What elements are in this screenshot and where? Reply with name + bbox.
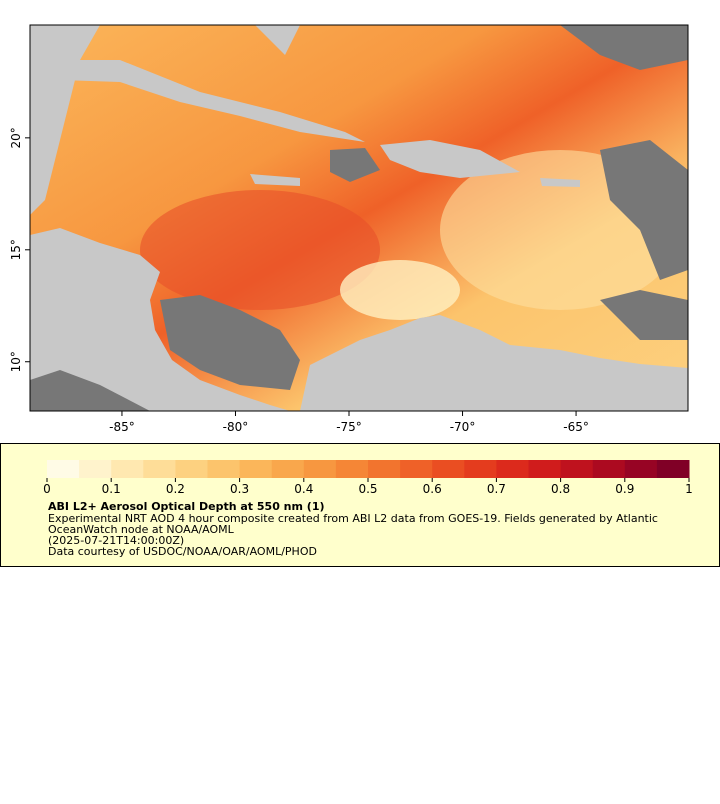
colorbar-step [47,460,80,478]
map-frame [29,24,689,412]
colorbar-step [79,460,112,478]
colorbar-tick-label: 0.8 [551,482,570,496]
colorbar-step [464,460,497,478]
legend-line: OceanWatch node at NOAA/AOML [48,523,235,536]
colorbar-tick-label: 1 [685,482,693,496]
colorbar-tick-label: 0.1 [102,482,121,496]
y-tick-label: 20° [9,127,23,148]
colorbar-step [496,460,529,478]
colorbar-step [368,460,401,478]
colorbar-tick-label: 0.4 [294,482,313,496]
y-tick-label: 10° [9,351,23,372]
colorbar-tick-label: 0.5 [358,482,377,496]
x-tick-label: -85° [109,420,135,434]
x-tick-label: -70° [450,420,476,434]
colorbar-step [592,460,626,478]
colorbar-step [656,460,690,478]
colorbar-tick-label: 0.3 [230,482,249,496]
x-tick-label: -75° [336,420,362,434]
colorbar-step [175,460,208,478]
x-tick-label: -80° [223,420,249,434]
legend-line: Data courtesy of USDOC/NOAA/OAR/AOML/PHO… [48,545,317,558]
colorbar-step [528,460,562,478]
colorbar-step [432,460,465,478]
colorbar-step [560,460,594,478]
legend-title: ABI L2+ Aerosol Optical Depth at 550 nm … [48,500,325,513]
colorbar-step [303,460,337,478]
x-tick-label: -65° [563,420,589,434]
colorbar-step [111,460,144,478]
map-image [30,25,688,411]
colorbar-step [400,460,433,478]
legend-line: Experimental NRT AOD 4 hour composite cr… [48,512,658,525]
colorbar-tick-label: 0.2 [166,482,185,496]
colorbar-step [271,460,305,478]
legend-line: (2025-07-21T14:00:00Z) [48,534,184,547]
colorbar-step [335,460,369,478]
colorbar-tick-label: 0.6 [423,482,442,496]
colorbar-tick-label: 0.9 [615,482,634,496]
colorbar-tick-label: 0.7 [487,482,506,496]
colorbar-step [624,460,658,478]
colorbar-step [207,460,241,478]
colorbar-step [143,460,176,478]
y-tick-label: 15° [9,239,23,260]
colorbar-tick-label: 0 [43,482,51,496]
colorbar-step [239,460,273,478]
